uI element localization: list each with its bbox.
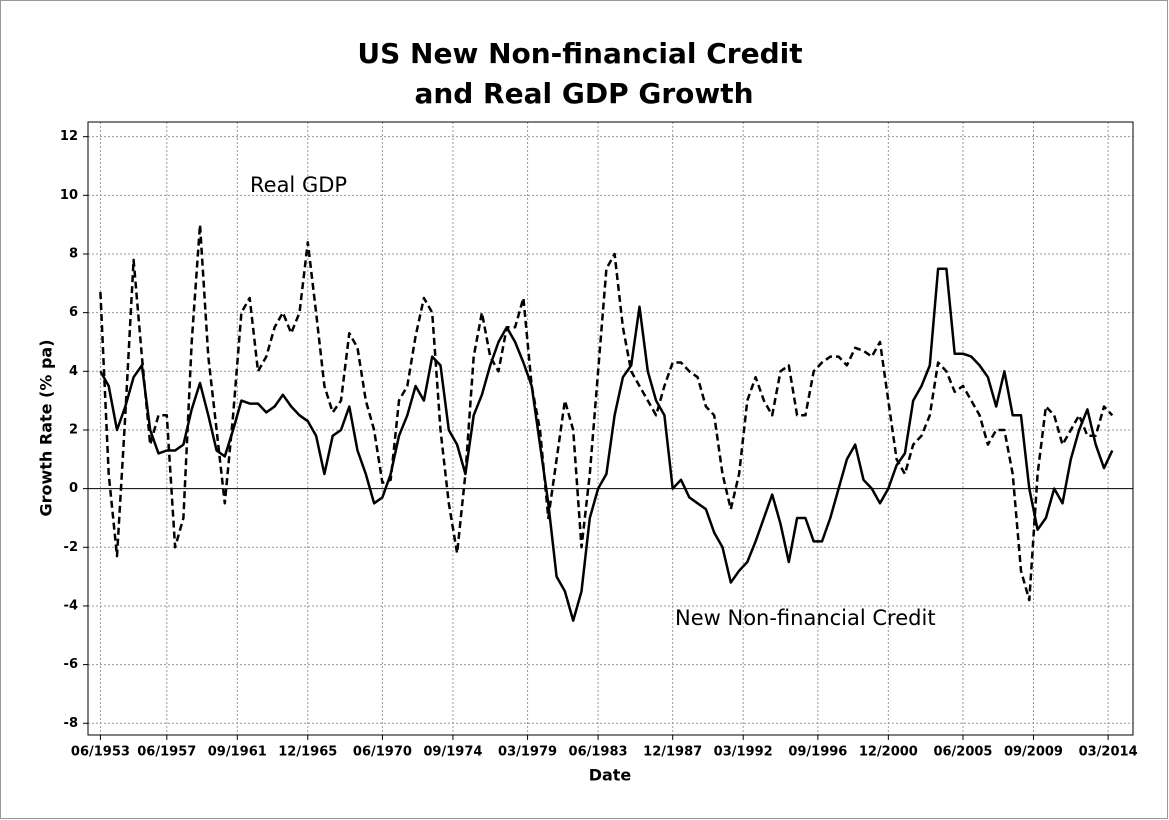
- x-tick-label: 03/2014: [1079, 745, 1138, 760]
- x-tick-label: 09/1974: [423, 745, 482, 760]
- series-line: [99, 223, 1114, 602]
- x-axis-label: Date: [589, 766, 632, 785]
- y-tick-label: 12: [60, 129, 78, 144]
- y-tick-label: -4: [64, 598, 78, 613]
- x-tick-label: 06/1970: [353, 745, 412, 760]
- x-tick-label: 09/1961: [208, 745, 267, 760]
- y-tick-label: 2: [69, 422, 78, 437]
- x-tick-label: 09/2009: [1004, 745, 1063, 760]
- annotation: New Non-financial Credit: [675, 606, 936, 630]
- x-tick-label: 03/1979: [498, 745, 557, 760]
- x-tick-label: 06/1953: [71, 745, 130, 760]
- y-axis-label: Growth Rate (% pa): [37, 339, 56, 516]
- y-tick-label: 10: [60, 188, 78, 203]
- x-tick-label: 12/1965: [278, 745, 337, 760]
- x-tick-label: 06/1983: [569, 745, 628, 760]
- y-tick-label: 0: [69, 481, 78, 496]
- x-tick-label: 03/1992: [714, 745, 773, 760]
- x-tick-label: 06/2005: [933, 745, 992, 760]
- y-tick-label: -2: [64, 540, 78, 555]
- chart-title: US New Non-financial Credit: [357, 37, 802, 70]
- series-line: [99, 267, 1114, 622]
- x-tick-label: 06/1957: [137, 745, 196, 760]
- x-tick-label: 12/2000: [859, 745, 918, 760]
- y-tick-label: 4: [69, 364, 78, 379]
- y-tick-label: 6: [69, 305, 78, 320]
- y-tick-label: -6: [64, 657, 78, 672]
- y-tick-label: 8: [69, 246, 78, 261]
- x-tick-label: 09/1996: [788, 745, 847, 760]
- chart-title: and Real GDP Growth: [414, 77, 753, 110]
- plot-frame: [87, 121, 1134, 736]
- annotation: Real GDP: [250, 173, 347, 197]
- y-tick-label: -8: [64, 716, 78, 731]
- x-tick-label: 12/1987: [643, 745, 702, 760]
